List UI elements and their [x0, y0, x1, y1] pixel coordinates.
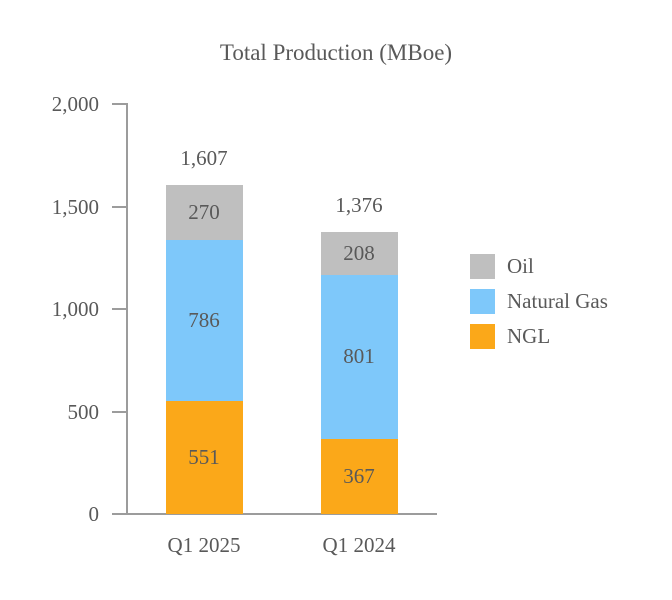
y-tick-label: 2,000 — [51, 92, 99, 116]
bar-segment-ngl: 551 — [165, 401, 243, 514]
total-label: 1,607 — [180, 145, 228, 170]
y-axis-line — [126, 103, 128, 515]
bar-segment-oil: 208 — [320, 231, 398, 275]
segment-value-label: 801 — [343, 344, 375, 369]
y-tick — [112, 410, 126, 413]
legend-row-oil: Oil — [470, 254, 608, 279]
legend-swatch — [470, 289, 495, 314]
y-tick-label: 1,500 — [51, 194, 99, 219]
y-tick-label: 0 — [88, 502, 100, 526]
segment-value-label: 786 — [188, 307, 220, 332]
bar-segment-natural-gas: 786 — [165, 239, 243, 402]
segment-value-label: 551 — [188, 445, 220, 469]
legend-row-natural-gas: Natural Gas — [470, 289, 608, 314]
chart-title: Total Production (MBoe) — [219, 40, 453, 65]
legend-swatch — [470, 324, 495, 349]
total-label: 1,376 — [335, 192, 383, 217]
bar-segment-oil: 270 — [165, 184, 243, 240]
legend: Oil Natural Gas NGL — [470, 254, 608, 359]
segment-value-label: 208 — [343, 240, 375, 265]
y-tick — [112, 103, 126, 105]
legend-row-ngl: NGL — [470, 324, 608, 349]
y-tick-label: 500 — [67, 399, 100, 424]
y-tick — [112, 205, 126, 208]
legend-label: Oil — [507, 254, 534, 278]
legend-label: NGL — [507, 324, 551, 348]
segment-value-label: 270 — [188, 199, 220, 224]
y-tick — [112, 308, 126, 310]
bar-segment-natural-gas: 801 — [320, 274, 398, 439]
legend-swatch — [470, 254, 495, 279]
y-tick-label: 1,000 — [51, 297, 99, 321]
bar-segment-ngl: 367 — [320, 438, 398, 514]
category-label: Q1 2025 — [167, 533, 241, 557]
x-axis-line — [112, 513, 437, 515]
segment-value-label: 367 — [343, 463, 375, 488]
legend-label: Natural Gas — [507, 289, 608, 313]
category-label: Q1 2024 — [322, 533, 396, 557]
